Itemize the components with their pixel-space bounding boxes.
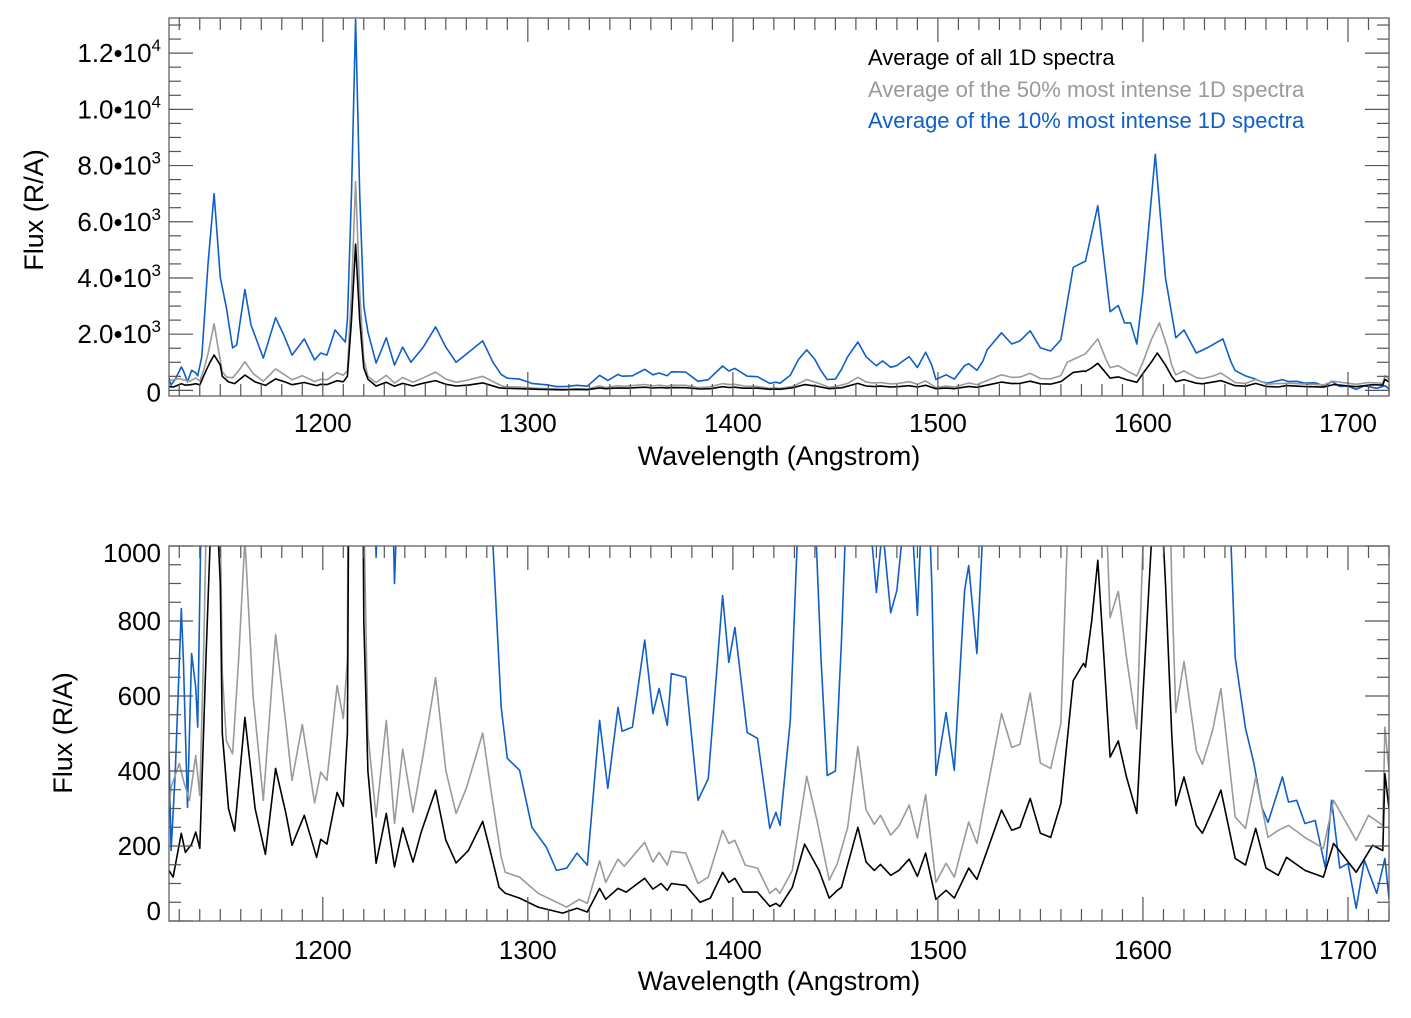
bottom-series-all bbox=[169, 546, 1389, 914]
legend-entry-10pct: Average of the 10% most intense 1D spect… bbox=[868, 108, 1305, 133]
top-y-tick-label: 0 bbox=[147, 377, 161, 407]
top-y-tick-label: 2.0•103 bbox=[77, 317, 161, 349]
y-tick-exponent: 3 bbox=[152, 205, 161, 224]
top-x-tick-label: 1500 bbox=[909, 408, 967, 438]
y-tick-base: 6.0•10 bbox=[77, 207, 151, 237]
bottom-y-tick-label: 1000 bbox=[103, 538, 161, 568]
top-plot-frame bbox=[168, 17, 1390, 397]
y-tick-base: 4.0•10 bbox=[77, 263, 151, 293]
y-tick-base: 200 bbox=[118, 831, 161, 861]
bottom-x-tick-label: 1600 bbox=[1114, 935, 1172, 965]
y-tick-base: 400 bbox=[118, 756, 161, 786]
y-tick-base: 1.0•10 bbox=[77, 94, 151, 124]
y-tick-base: 1000 bbox=[103, 538, 161, 568]
bottom-series-group bbox=[169, 546, 1389, 914]
y-tick-exponent: 3 bbox=[152, 261, 161, 280]
top-series-p50 bbox=[169, 180, 1389, 391]
top-series-all bbox=[169, 243, 1389, 391]
top-panel: Wavelength (Angstrom) Flux (R/A) Average… bbox=[19, 17, 1390, 471]
bottom-series-p50 bbox=[169, 546, 1389, 908]
top-x-tick-label: 1400 bbox=[704, 408, 762, 438]
bottom-series-p10 bbox=[169, 546, 1389, 910]
y-tick-exponent: 4 bbox=[152, 36, 161, 55]
y-tick-base: 600 bbox=[118, 681, 161, 711]
y-tick-exponent: 3 bbox=[152, 149, 161, 168]
bottom-x-tick-label: 1300 bbox=[499, 935, 557, 965]
y-tick-base: 8.0•10 bbox=[77, 151, 151, 181]
top-y-tick-label: 8.0•103 bbox=[77, 149, 161, 181]
top-x-axis-title: Wavelength (Angstrom) bbox=[638, 441, 921, 471]
y-tick-base: 800 bbox=[118, 606, 161, 636]
bottom-x-tick-label: 1500 bbox=[909, 935, 967, 965]
top-series-p10 bbox=[169, 18, 1389, 391]
top-series-group bbox=[169, 18, 1389, 391]
top-x-tick-label: 1200 bbox=[294, 408, 352, 438]
top-y-tick-label: 1.2•104 bbox=[77, 36, 161, 68]
bottom-y-tick-label: 0 bbox=[147, 896, 161, 926]
bottom-x-tick-label: 1200 bbox=[294, 935, 352, 965]
top-ticks bbox=[169, 18, 1390, 396]
bottom-panel: Wavelength (Angstrom) Flux (R/A) 1200 130… bbox=[48, 538, 1390, 996]
top-y-tick-label: 4.0•103 bbox=[77, 261, 161, 293]
top-y-tick-label: 1.0•104 bbox=[77, 92, 161, 124]
top-x-tick-label: 1300 bbox=[499, 408, 557, 438]
bottom-x-tick-label: 1400 bbox=[704, 935, 762, 965]
y-tick-base: 2.0•10 bbox=[77, 319, 151, 349]
y-tick-exponent: 3 bbox=[152, 317, 161, 336]
bottom-x-axis-title: Wavelength (Angstrom) bbox=[638, 966, 921, 996]
top-x-tick-label: 1700 bbox=[1319, 408, 1377, 438]
bottom-y-tick-label: 800 bbox=[118, 606, 161, 636]
y-tick-base: 0 bbox=[147, 377, 161, 407]
legend-entry-50pct: Average of the 50% most intense 1D spect… bbox=[868, 77, 1305, 102]
bottom-y-tick-label: 200 bbox=[118, 831, 161, 861]
top-y-tick-label: 6.0•103 bbox=[77, 205, 161, 237]
bottom-ticks bbox=[169, 545, 1390, 922]
bottom-plot-frame bbox=[168, 545, 1390, 922]
y-tick-base: 1.2•10 bbox=[77, 38, 151, 68]
top-y-axis-title: Flux (R/A) bbox=[19, 149, 49, 271]
bottom-y-axis-title: Flux (R/A) bbox=[48, 672, 78, 794]
top-x-tick-label: 1600 bbox=[1114, 408, 1172, 438]
bottom-x-tick-label: 1700 bbox=[1319, 935, 1377, 965]
bottom-y-tick-label: 400 bbox=[118, 756, 161, 786]
legend: Average of all 1D spectra Average of the… bbox=[868, 45, 1305, 133]
bottom-y-tick-label: 600 bbox=[118, 681, 161, 711]
y-tick-base: 0 bbox=[147, 896, 161, 926]
legend-entry-all: Average of all 1D spectra bbox=[868, 45, 1115, 70]
y-tick-exponent: 4 bbox=[152, 92, 161, 111]
